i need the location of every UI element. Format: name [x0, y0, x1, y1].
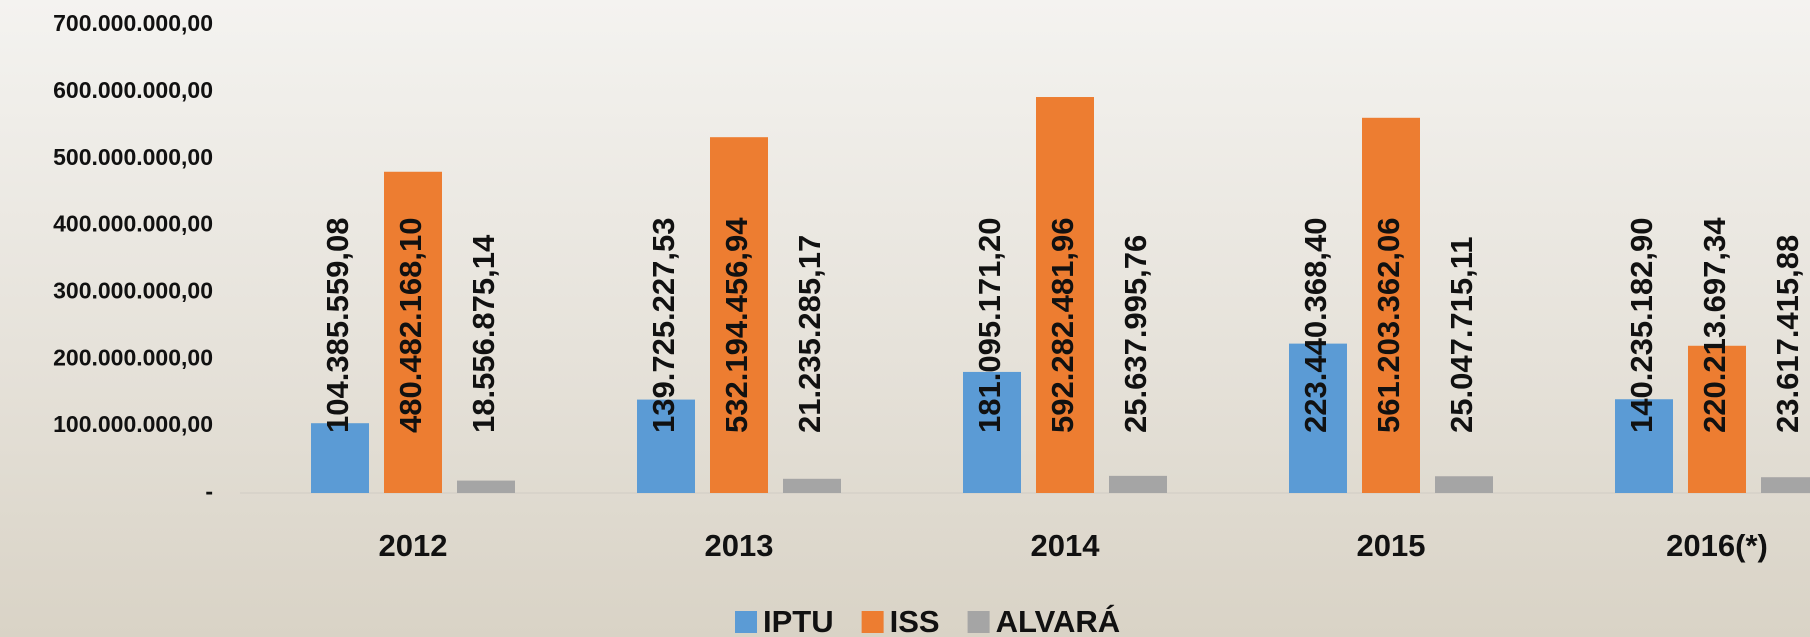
value-label: 592.282.481,96 [1045, 218, 1080, 434]
y-tick-label: 300.000.000,00 [53, 278, 213, 304]
value-label: 25.637.995,76 [1118, 235, 1153, 433]
x-tick-label: 2015 [1357, 528, 1426, 563]
background [0, 0, 1810, 637]
legend-swatch [862, 611, 884, 633]
bar [1435, 476, 1493, 493]
bar [783, 479, 841, 493]
legend-label: IPTU [763, 604, 834, 637]
x-tick-label: 2012 [379, 528, 448, 563]
y-tick-label: 100.000.000,00 [53, 411, 213, 437]
y-tick-label: 700.000.000,00 [53, 10, 213, 36]
value-label: 532.194.456,94 [719, 217, 754, 433]
bar [1761, 477, 1810, 493]
legend: IPTU ISS ALVARÁ [735, 604, 1120, 637]
value-label: 23.617.415,88 [1770, 235, 1805, 433]
legend-swatch [735, 611, 757, 633]
value-label: 25.047.715,11 [1444, 236, 1479, 433]
value-label: 480.482.168,10 [393, 218, 428, 434]
legend-swatch [968, 611, 990, 633]
value-label: 223.440.368,40 [1298, 218, 1333, 434]
value-label: 140.235.182,90 [1624, 218, 1659, 434]
x-tick-label: 2014 [1031, 528, 1101, 563]
y-tick-label: 600.000.000,00 [53, 77, 213, 103]
legend-label: ALVARÁ [996, 604, 1121, 637]
y-tick-label: 400.000.000,00 [53, 211, 213, 237]
legend-label: ISS [890, 604, 940, 637]
y-tick-label: 500.000.000,00 [53, 144, 213, 170]
y-tick-label: 200.000.000,00 [53, 344, 213, 370]
value-label: 104.385.559,08 [320, 218, 355, 434]
bar [1109, 476, 1167, 493]
value-label: 139.725.227,53 [646, 218, 681, 434]
value-label: 21.235.285,17 [792, 235, 827, 433]
x-tick-label: 2013 [705, 528, 774, 563]
chart: - 100.000.000,00 200.000.000,00 300.000.000… [0, 0, 1810, 637]
value-label: 18.556.875,14 [466, 234, 501, 433]
bar [457, 481, 515, 493]
value-label: 561.203.362,06 [1371, 218, 1406, 434]
value-label: 220.213.697,34 [1697, 217, 1732, 433]
x-tick-label: 2016(*) [1666, 528, 1768, 563]
y-tick-label: - [205, 478, 213, 504]
page: {"chart_data": { "type": "bar", "categor… [0, 0, 1810, 637]
value-label: 181.095.171,20 [972, 218, 1007, 434]
